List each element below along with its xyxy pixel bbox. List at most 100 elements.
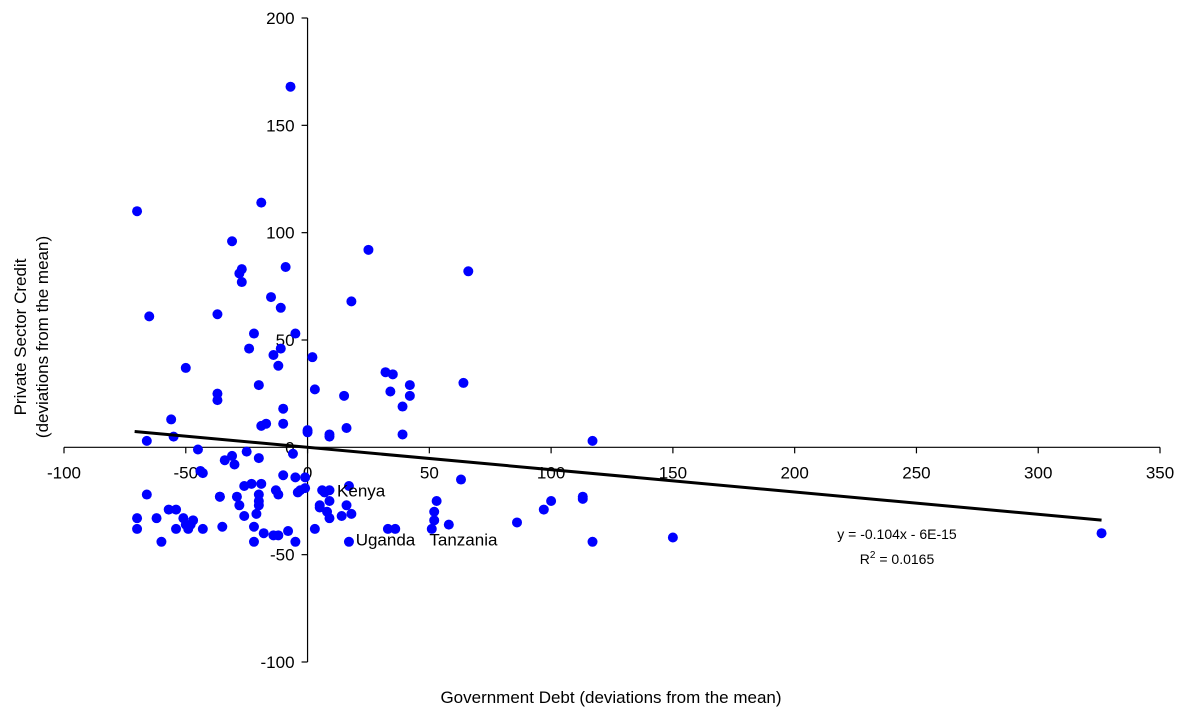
data-point [256, 197, 267, 208]
data-point [273, 489, 284, 500]
data-point [144, 311, 155, 322]
data-point [336, 511, 347, 522]
data-point [278, 470, 289, 481]
data-point [261, 418, 272, 429]
data-point [275, 343, 286, 354]
data-point [132, 513, 143, 524]
data-point [197, 523, 208, 534]
x-tick-label: 250 [902, 463, 930, 482]
data-point [197, 468, 208, 479]
data-point [443, 519, 454, 530]
data-point [280, 262, 291, 273]
data-point [426, 523, 437, 534]
data-point [363, 244, 374, 255]
data-point [166, 414, 177, 425]
data-point [132, 206, 143, 217]
trendline-equation: y = -0.104x - 6E-15 [837, 526, 957, 542]
data-points [132, 81, 1107, 547]
data-point [324, 429, 335, 440]
trendline-group [134, 429, 1102, 522]
data-point [163, 504, 174, 515]
data-point [141, 435, 152, 446]
data-point [248, 328, 259, 339]
y-tick-label: 0 [285, 438, 294, 457]
data-point [180, 362, 191, 373]
data-point [278, 418, 289, 429]
data-point [248, 536, 259, 547]
data-point [546, 496, 557, 506]
data-point [385, 386, 396, 397]
data-point [268, 350, 279, 361]
data-point [343, 536, 354, 547]
data-point [382, 523, 393, 534]
data-point [346, 508, 357, 519]
data-point [256, 478, 267, 489]
data-point [324, 513, 335, 524]
data-point [212, 395, 223, 406]
x-tick-label: 200 [780, 463, 808, 482]
data-point [212, 309, 223, 320]
y-tick-label: -100 [261, 653, 295, 672]
data-point [324, 496, 335, 506]
data-point [397, 401, 408, 412]
data-point [463, 266, 474, 277]
data-point [188, 515, 199, 526]
data-point [171, 523, 182, 534]
data-point [239, 511, 250, 522]
data-point [290, 536, 301, 547]
data-point [214, 491, 225, 502]
data-point [251, 508, 262, 519]
data-point [387, 369, 398, 380]
data-point [343, 480, 354, 491]
data-point [431, 496, 442, 506]
data-point [390, 523, 401, 534]
data-point [538, 504, 549, 515]
data-point [309, 523, 320, 534]
data-point [300, 483, 311, 494]
data-point [266, 292, 277, 303]
data-point [273, 360, 284, 371]
data-point [290, 472, 301, 483]
data-point [244, 343, 255, 354]
data-point [217, 521, 228, 532]
data-point [339, 390, 350, 401]
y-tick-label: -50 [270, 546, 295, 565]
data-point [429, 506, 440, 517]
data-point [273, 530, 284, 541]
country-label: Tanzania [429, 531, 498, 550]
data-point [346, 296, 357, 307]
y-axis-title: Private Sector Credit (deviations from t… [11, 236, 52, 438]
data-point [248, 521, 259, 532]
data-point [341, 500, 352, 511]
y-tick-label: 100 [266, 224, 294, 243]
data-point [246, 478, 257, 489]
data-point [302, 425, 313, 436]
data-point [236, 264, 247, 275]
data-point [300, 472, 311, 483]
data-point [234, 500, 245, 511]
x-axis-title: Government Debt (deviations from the mea… [440, 688, 781, 707]
data-point [324, 485, 335, 496]
data-point [512, 517, 523, 528]
x-tick-label: 0 [303, 463, 312, 482]
data-point [283, 526, 294, 537]
data-point [397, 429, 408, 440]
data-point [258, 528, 269, 539]
y-tick-label: 200 [266, 9, 294, 28]
data-point [287, 448, 298, 459]
data-point [227, 450, 238, 461]
x-tick-label: 350 [1146, 463, 1174, 482]
x-tick-label: 100 [537, 463, 565, 482]
country-label: Kenya [337, 481, 386, 500]
data-point [458, 377, 469, 388]
data-point [253, 453, 264, 464]
data-point [278, 403, 289, 414]
data-point [241, 446, 252, 457]
data-point [141, 489, 152, 500]
data-point [455, 474, 466, 485]
r-squared-label: R2 = 0.0165 [860, 550, 935, 567]
data-point [285, 81, 296, 92]
x-tick-label: 50 [420, 463, 439, 482]
data-point [151, 513, 162, 524]
